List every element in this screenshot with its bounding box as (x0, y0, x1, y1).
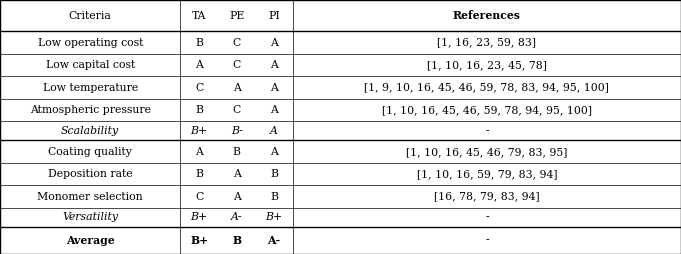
Text: B-: B- (231, 126, 242, 136)
Text: B: B (195, 38, 203, 48)
Text: C: C (232, 60, 241, 70)
Text: C: C (232, 38, 241, 48)
Text: PE: PE (229, 11, 244, 21)
Text: B+: B+ (190, 235, 208, 246)
Text: A: A (233, 192, 240, 202)
Text: A-: A- (231, 213, 242, 223)
Text: A: A (270, 38, 278, 48)
Text: B+: B+ (266, 213, 283, 223)
Text: A: A (270, 83, 278, 93)
Text: A: A (270, 126, 278, 136)
Text: Low operating cost: Low operating cost (37, 38, 143, 48)
Text: Scalability: Scalability (61, 126, 119, 136)
Text: [1, 16, 23, 59, 83]: [1, 16, 23, 59, 83] (437, 38, 537, 48)
Text: Atmospheric pressure: Atmospheric pressure (30, 105, 151, 115)
Text: TA: TA (192, 11, 206, 21)
Text: B: B (233, 147, 240, 157)
Text: B: B (195, 105, 203, 115)
Text: [1, 10, 16, 45, 46, 59, 78, 94, 95, 100]: [1, 10, 16, 45, 46, 59, 78, 94, 95, 100] (382, 105, 592, 115)
Text: [1, 10, 16, 59, 79, 83, 94]: [1, 10, 16, 59, 79, 83, 94] (417, 169, 557, 179)
Text: Deposition rate: Deposition rate (48, 169, 133, 179)
Text: C: C (195, 192, 204, 202)
Text: [1, 10, 16, 45, 46, 79, 83, 95]: [1, 10, 16, 45, 46, 79, 83, 95] (407, 147, 567, 157)
Text: A: A (233, 169, 240, 179)
Text: A: A (233, 83, 240, 93)
Text: Versatility: Versatility (62, 213, 118, 223)
Text: [1, 9, 10, 16, 45, 46, 59, 78, 83, 94, 95, 100]: [1, 9, 10, 16, 45, 46, 59, 78, 83, 94, 9… (364, 83, 609, 93)
Text: Average: Average (66, 235, 114, 246)
Text: A-: A- (268, 235, 281, 246)
Text: -: - (485, 213, 489, 223)
Text: [16, 78, 79, 83, 94]: [16, 78, 79, 83, 94] (434, 192, 540, 202)
Text: Low temperature: Low temperature (43, 83, 138, 93)
Text: PI: PI (268, 11, 280, 21)
Text: B: B (195, 169, 203, 179)
Text: A: A (270, 105, 278, 115)
Text: Monomer selection: Monomer selection (37, 192, 143, 202)
Text: Criteria: Criteria (69, 11, 112, 21)
Text: B: B (270, 192, 278, 202)
Text: -: - (485, 235, 489, 246)
Text: -: - (485, 126, 489, 136)
Text: B+: B+ (191, 126, 208, 136)
Text: B: B (270, 169, 278, 179)
Text: Low capital cost: Low capital cost (46, 60, 135, 70)
Text: B: B (232, 235, 241, 246)
Text: A: A (195, 60, 203, 70)
Text: [1, 10, 16, 23, 45, 78]: [1, 10, 16, 23, 45, 78] (427, 60, 547, 70)
Text: Coating quality: Coating quality (48, 147, 132, 157)
Text: A: A (270, 60, 278, 70)
Text: A: A (270, 147, 278, 157)
Text: References: References (453, 10, 521, 21)
Text: A: A (195, 147, 203, 157)
Text: B+: B+ (191, 213, 208, 223)
Text: C: C (232, 105, 241, 115)
Text: C: C (195, 83, 204, 93)
